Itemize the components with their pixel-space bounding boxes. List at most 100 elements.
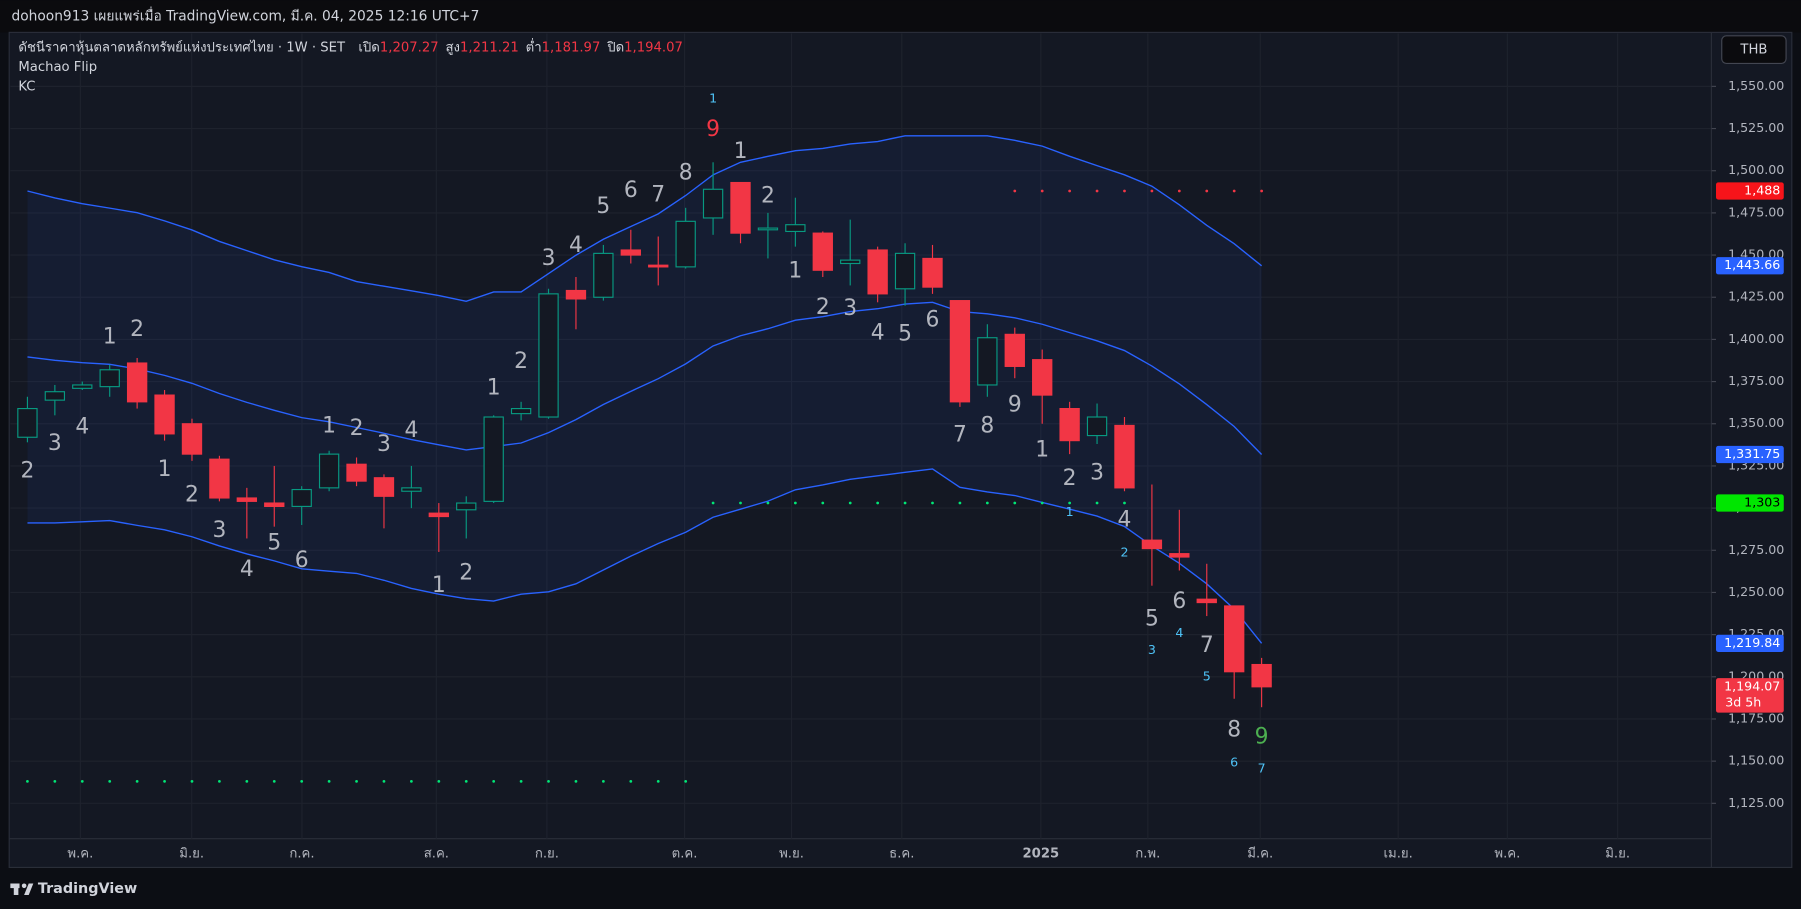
level-dot [629,780,633,783]
price-badge [1716,257,1784,275]
level-dot [163,780,166,783]
level-dot [245,780,249,783]
indicator-name: Machao Flip [18,60,97,75]
candle-body [922,257,943,288]
price-badge-sub: 3d 5h [1725,694,1761,709]
count-label: 4 [404,418,418,443]
level-dot [108,780,112,783]
published-info: dohoon913 เผยแพร่เมื่อ TradingView.com, … [11,6,479,24]
level-dot [437,780,441,783]
level-dot [1068,189,1072,193]
ohlc-label: ปิด [606,40,624,55]
candle-body [510,408,532,415]
count-label: 7 [1200,633,1214,658]
candle-body [1032,359,1053,396]
count-label: 4 [871,320,885,345]
y-tick-label: 1,375.00 [1728,373,1784,388]
count-label: 8 [1227,717,1241,742]
level-dot [272,780,276,783]
candle-body [1059,408,1080,442]
level-dot [327,780,331,783]
x-tick-label: พ.ค. [67,847,93,862]
count-label: 2 [20,458,34,483]
count-label: 2 [459,561,473,586]
level-dot [1150,189,1154,193]
candle-body [785,224,806,233]
ohlc-value: 1,194.07 [624,40,683,55]
count-label: 4 [75,415,89,440]
count-label: 3 [377,432,391,457]
level-dot [300,780,304,783]
count-label: 2 [350,416,364,441]
count-label: 6 [295,548,309,573]
candle-body [1251,663,1272,688]
y-tick-label: 1,475.00 [1728,204,1784,219]
level-dot [1013,501,1017,505]
channel-line [27,468,1263,644]
count-label: 9 [1255,725,1269,750]
logo-part [21,883,27,889]
level-dot [218,780,221,783]
count-label: 1 [734,139,748,164]
count-label: 7 [1258,760,1266,775]
candle-body [1114,424,1135,489]
candle-body [1196,598,1217,604]
candle-body [1224,605,1245,673]
y-tick-label: 1,525.00 [1728,120,1784,135]
ohlc-label: ต่ำ [526,37,542,55]
count-label: 1 [322,413,336,438]
price-badge [1716,494,1784,512]
footer-brand: TradingView [38,881,137,897]
candle-body [1004,333,1025,367]
top-bar [0,0,1801,33]
y-tick-label: 1,425.00 [1728,289,1784,304]
count-label: 5 [267,531,281,556]
count-label: 8 [980,413,994,438]
price-badge-label: 1,488 [1744,182,1780,197]
candle-body [291,488,312,507]
currency-button[interactable] [1721,35,1787,64]
candle-body [456,502,477,511]
level-dot [1040,501,1044,505]
candle-body [730,181,751,234]
count-label: 2 [816,295,830,320]
channel-fill [27,135,1262,644]
x-tick-label: ธ.ค. [889,847,914,862]
count-label: 7 [651,183,665,208]
level-dot [53,780,57,783]
ohlc-value: 1,207.27 [380,40,439,55]
x-tick-label: ต.ค. [672,847,698,862]
candle-body [620,249,641,256]
count-label: 1 [1066,504,1074,519]
count-label: 6 [1230,755,1238,770]
count-label: 2 [1120,544,1128,559]
x-tick-label: เม.ย. [1384,847,1413,862]
ohlc-value: 1,181.97 [542,40,601,55]
y-tick-label: 1,175.00 [1728,710,1784,725]
x-tick-label: 2025 [1022,847,1059,862]
candle-body [401,487,422,492]
currency-label: THB [1739,43,1767,58]
count-label: 3 [1148,642,1156,657]
price-badge-label: 1,331.75 [1724,446,1780,461]
y-tick-label: 1,150.00 [1728,753,1784,768]
x-tick-label: มิ.ย. [179,847,204,862]
x-tick-label: ก.ค. [289,847,314,862]
count-label: 6 [1172,589,1186,614]
candle-body [428,512,449,518]
candle-body [209,458,230,499]
indicator-name: KC [18,79,35,94]
level-dot [1205,189,1209,193]
y-tick-label: 1,350.00 [1728,415,1784,430]
level-dot [464,780,468,783]
x-tick-label: พ.ค. [1494,847,1520,862]
level-dot [1177,189,1181,193]
count-label: 1 [709,91,717,106]
level-dot [1095,501,1099,505]
candle-body [977,337,998,386]
level-dot [848,501,852,505]
level-dot [1232,189,1236,193]
logo-part [13,883,19,895]
price-badge [1716,182,1784,200]
